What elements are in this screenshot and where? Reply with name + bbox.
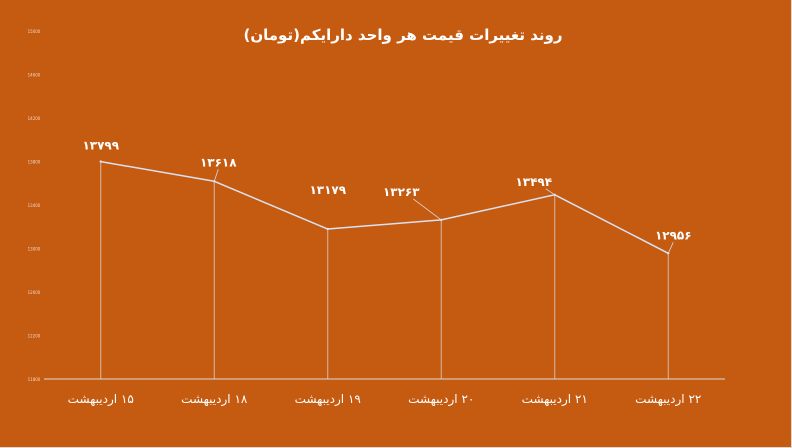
data-label: ۱۳۷۹۹ xyxy=(82,139,119,153)
x-tick-label: ۱۸ اردیبهشت xyxy=(181,392,248,407)
leader-line xyxy=(667,242,674,254)
leader-line xyxy=(213,169,219,182)
data-label: ۱۲۹۵۶ xyxy=(655,228,692,242)
x-tick-label: ۱۵ اردیبهشت xyxy=(68,392,134,407)
chart-title: روند تغییرات قیمت هر واحد دارایکم(تومان) xyxy=(243,26,562,44)
series-line xyxy=(100,160,669,254)
x-tick-label: ۲۲ اردیبهشت xyxy=(635,392,701,407)
x-tick-label: ۲۱ اردیبهشت xyxy=(522,392,588,407)
leader-line xyxy=(545,188,555,196)
data-point xyxy=(326,227,329,231)
data-label: ۱۳۴۹۴ xyxy=(515,175,552,189)
data-label: ۱۳۶۱۸ xyxy=(200,155,237,169)
y-tick-label: 14600 xyxy=(28,73,41,78)
y-tick-label: 12600 xyxy=(28,290,41,295)
x-tick-label: ۱۹ اردیبهشت xyxy=(295,392,361,407)
y-tick-label: 15000 xyxy=(28,29,41,34)
data-point xyxy=(99,160,102,163)
data-label: ۱۳۲۶۳ xyxy=(383,185,420,199)
data-label: ۱۳۱۷۹ xyxy=(309,183,346,197)
y-tick-label: 11800 xyxy=(28,377,41,382)
y-tick-label: 13800 xyxy=(28,160,41,165)
y-tick-label: 13000 xyxy=(28,247,41,252)
y-tick-label: 13400 xyxy=(28,203,41,208)
y-tick-label: 14200 xyxy=(28,116,41,121)
leader-line xyxy=(413,198,442,221)
x-tick-label: ۲۰ اردیبهشت xyxy=(408,392,474,407)
y-tick-label: 12200 xyxy=(28,334,41,339)
